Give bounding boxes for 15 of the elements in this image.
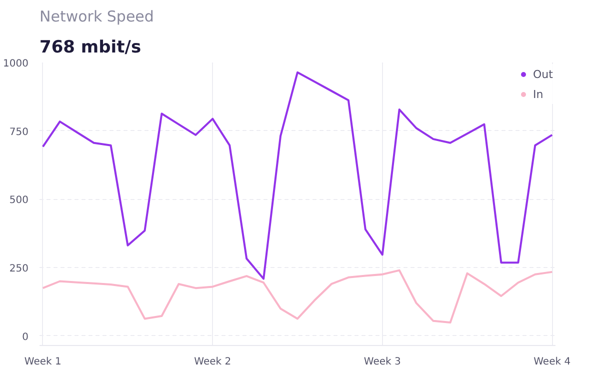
legend-label: In (533, 87, 544, 101)
chart-title: Network Speed (40, 8, 154, 26)
y-tick-label: 500 (9, 195, 29, 206)
y-tick-label: 1000 (3, 58, 29, 70)
y-tick-label: 250 (9, 264, 29, 275)
line-series (42, 269, 554, 324)
legend-label: Out (533, 67, 553, 81)
x-tick-label: Week 4 (534, 356, 571, 368)
x-tick-label: Week 3 (364, 356, 401, 368)
x-tick-label: Week 2 (194, 356, 232, 368)
y-tick-label: 750 (9, 126, 29, 138)
x-tick-label: Week 1 (24, 356, 62, 368)
chart-subtitle: 768 mbit/s (40, 38, 142, 58)
line-series (42, 71, 554, 280)
y-tick-label: 0 (22, 332, 29, 343)
